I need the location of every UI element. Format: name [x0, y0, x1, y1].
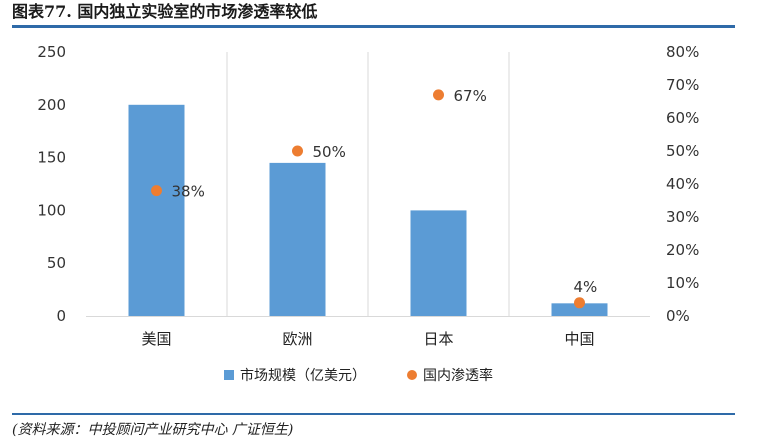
y-right-tick-label: 80% [666, 43, 699, 61]
bar [410, 210, 467, 316]
bar [128, 104, 185, 316]
y-left-tick-label: 0 [56, 307, 66, 325]
y-right-tick-label: 10% [666, 274, 699, 292]
point [574, 297, 585, 309]
point-label: 38% [172, 183, 205, 201]
title-rule [12, 25, 735, 28]
point [292, 145, 303, 157]
category-label: 美国 [141, 330, 171, 348]
legend-label-point: 国内渗透率 [423, 367, 493, 384]
y-right-tick-label: 30% [666, 208, 699, 226]
legend-label-bar: 市场规模（亿美元） [240, 367, 366, 384]
y-right-tick-label: 50% [666, 142, 699, 160]
bar [269, 162, 326, 316]
y-left-tick-label: 200 [37, 96, 66, 114]
y-right-tick-label: 70% [666, 76, 699, 94]
y-left-tick-label: 50 [47, 254, 66, 272]
figure-title: 图表77. 国内独立实验室的市场渗透率较低 [12, 2, 318, 21]
category-label: 中国 [564, 330, 594, 348]
y-right-tick-label: 20% [666, 241, 699, 259]
point-label: 67% [454, 87, 487, 105]
bar [551, 303, 608, 316]
y-right-tick-label: 40% [666, 175, 699, 193]
point [433, 89, 444, 101]
y-right-tick-label: 0% [666, 307, 690, 325]
point [151, 185, 162, 197]
category-label: 日本 [423, 330, 453, 348]
legend-swatch-bar [224, 370, 234, 380]
y-left-tick-label: 150 [37, 149, 66, 167]
source-rule [12, 413, 735, 415]
point-label: 4% [574, 278, 598, 296]
source-note: (资料来源：中投顾问产业研究中心 广证恒生) [12, 422, 294, 438]
y-right-tick-label: 60% [666, 109, 699, 127]
y-left-tick-label: 100 [37, 201, 66, 219]
legend-swatch-point [407, 370, 417, 380]
point-label: 50% [313, 143, 346, 161]
y-left-tick-label: 250 [37, 43, 66, 61]
category-label: 欧洲 [282, 330, 312, 348]
